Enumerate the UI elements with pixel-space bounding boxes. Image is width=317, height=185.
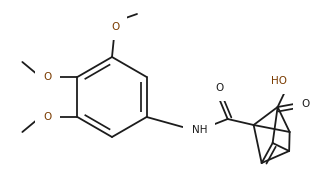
Text: O: O xyxy=(111,22,119,32)
Text: HO: HO xyxy=(271,76,287,86)
Text: O: O xyxy=(216,83,224,93)
Text: O: O xyxy=(43,72,51,82)
Text: NH: NH xyxy=(192,125,207,135)
Text: O: O xyxy=(301,99,310,109)
Text: O: O xyxy=(43,112,51,122)
